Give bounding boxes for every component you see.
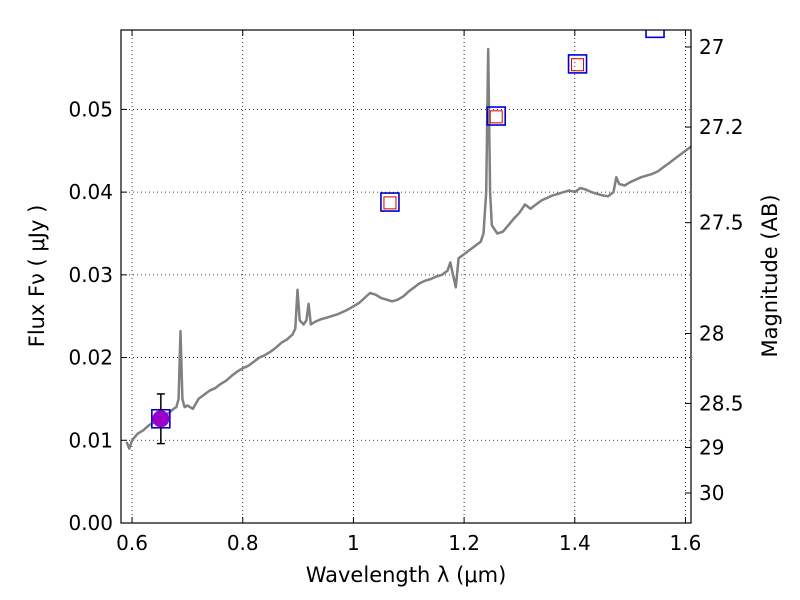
y-tick-label: 0.01 <box>68 428 113 452</box>
y-axis-title: Flux Fν ( μJy ) <box>25 205 49 348</box>
axis-ticks: 0.6 0.8 1 1.2 1.4 1.6 0.00 0.01 0.02 0.03 0.04 0.05… <box>68 30 744 555</box>
y2-axis-title: Magnitude (AB) <box>758 194 782 357</box>
y2-tick-label: 27.5 <box>699 211 744 235</box>
spectrum-line <box>125 47 691 450</box>
y2-tick-label: 28.5 <box>699 391 744 415</box>
y-tick-label: 0.03 <box>68 263 113 287</box>
y2-tick-label: 29 <box>699 436 724 460</box>
x-tick-label: 1 <box>347 531 360 555</box>
y-tick-label: 0.02 <box>68 346 113 370</box>
y-tick-label: 0.05 <box>68 97 113 121</box>
model-point <box>486 106 507 126</box>
x-tick-label: 1.2 <box>448 531 480 555</box>
y-tick-label: 0.04 <box>68 180 113 204</box>
measurement-point <box>152 410 170 428</box>
fit-point <box>489 110 503 124</box>
x-tick-label: 1.6 <box>670 531 702 555</box>
grid <box>121 30 691 523</box>
y2-tick-label: 28 <box>699 321 724 345</box>
photometry-series <box>151 30 665 445</box>
x-axis-title: Wavelength λ (μm) <box>306 563 507 587</box>
x-tick-label: 0.6 <box>116 531 148 555</box>
x-tick-label: 0.8 <box>227 531 259 555</box>
model-point <box>645 30 665 39</box>
plot-frame <box>120 29 692 524</box>
model-point <box>380 192 400 212</box>
y2-tick-label: 30 <box>699 481 724 505</box>
fit-point <box>571 58 585 72</box>
model-point <box>567 54 588 74</box>
y2-tick-label: 27 <box>699 35 724 59</box>
x-tick-label: 1.4 <box>559 531 591 555</box>
fit-point <box>383 196 397 210</box>
spectrum-series <box>125 47 691 450</box>
y2-tick-label: 27.2 <box>699 115 744 139</box>
y-tick-label: 0.00 <box>68 511 113 535</box>
